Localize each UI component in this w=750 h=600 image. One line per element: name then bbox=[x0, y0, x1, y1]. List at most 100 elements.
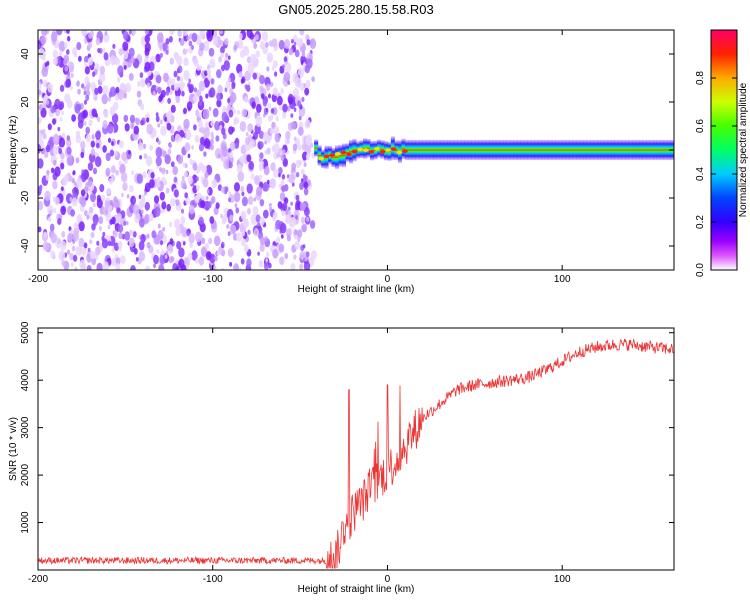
noise-speckle bbox=[117, 65, 124, 76]
noise-speckle bbox=[202, 108, 210, 120]
noise-speckle bbox=[193, 124, 197, 131]
signal-band-segment bbox=[349, 140, 354, 164]
noise-speckle bbox=[134, 212, 141, 224]
noise-speckle bbox=[265, 83, 271, 92]
signal-peak-blob bbox=[318, 156, 324, 161]
noise-speckle bbox=[40, 36, 46, 45]
noise-speckle bbox=[170, 198, 176, 207]
y-tick-label: 1000 bbox=[20, 511, 31, 534]
noise-speckle bbox=[91, 134, 95, 140]
noise-speckle bbox=[155, 156, 162, 167]
noise-speckle bbox=[60, 162, 65, 170]
noise-speckle bbox=[211, 135, 215, 140]
noise-speckle bbox=[69, 157, 73, 163]
noise-speckle bbox=[67, 35, 71, 42]
noise-speckle bbox=[167, 148, 172, 155]
signal-band-segment bbox=[646, 139, 651, 161]
noise-speckle bbox=[162, 227, 166, 232]
signal-band-segment bbox=[597, 139, 602, 161]
noise-speckle bbox=[263, 262, 269, 270]
noise-speckle bbox=[102, 85, 109, 96]
noise-speckle bbox=[71, 114, 76, 122]
noise-speckle bbox=[198, 216, 204, 225]
y-tick-label: 4000 bbox=[20, 369, 31, 392]
noise-speckle bbox=[207, 201, 212, 209]
noise-speckle bbox=[278, 173, 281, 178]
noise-speckle bbox=[185, 129, 192, 141]
colorbar-tick-label: 0.8 bbox=[695, 71, 706, 85]
noise-speckle bbox=[236, 232, 242, 242]
colorbar-tick-label: 0.0 bbox=[695, 263, 706, 277]
noise-speckle bbox=[119, 163, 126, 175]
noise-speckle bbox=[54, 166, 61, 177]
noise-speckle bbox=[126, 194, 130, 199]
signal-band-segment bbox=[474, 139, 479, 161]
noise-speckle bbox=[247, 229, 251, 235]
signal-band-segment bbox=[614, 139, 619, 161]
noise-speckle bbox=[99, 65, 106, 75]
noise-speckle bbox=[169, 57, 174, 65]
x-tick-label: 100 bbox=[554, 574, 571, 585]
noise-speckle bbox=[184, 192, 189, 199]
noise-speckle bbox=[144, 47, 150, 56]
noise-speckle bbox=[233, 44, 238, 51]
signal-band-segment bbox=[649, 139, 654, 161]
noise-speckle bbox=[264, 150, 268, 155]
noise-speckle bbox=[300, 216, 306, 224]
signal-band-segment bbox=[642, 139, 647, 161]
snr-xlabel: Height of straight line (km) bbox=[298, 584, 415, 595]
noise-speckle bbox=[69, 252, 74, 261]
noise-speckle bbox=[138, 200, 144, 209]
signal-peak-blob bbox=[335, 152, 341, 156]
noise-speckle bbox=[138, 142, 144, 151]
noise-speckle bbox=[159, 45, 163, 51]
noise-speckle bbox=[153, 263, 156, 268]
noise-speckle bbox=[239, 156, 243, 163]
noise-speckle bbox=[130, 123, 135, 130]
noise-speckle bbox=[86, 265, 92, 270]
noise-speckle bbox=[167, 80, 171, 87]
noise-speckle bbox=[69, 196, 73, 202]
noise-speckle bbox=[81, 83, 85, 89]
noise-speckle bbox=[217, 153, 221, 159]
noise-speckle bbox=[269, 81, 274, 88]
noise-speckle bbox=[186, 264, 189, 270]
noise-speckle bbox=[237, 171, 245, 182]
noise-speckle bbox=[101, 238, 109, 249]
noise-speckle bbox=[84, 61, 88, 67]
noise-speckle bbox=[174, 133, 181, 143]
noise-speckle bbox=[192, 95, 197, 102]
noise-speckle bbox=[253, 197, 257, 202]
noise-speckle bbox=[291, 162, 296, 171]
noise-speckle bbox=[157, 176, 161, 182]
noise-speckle bbox=[98, 226, 102, 231]
noise-speckle bbox=[90, 192, 96, 203]
noise-speckle bbox=[282, 103, 288, 113]
noise-speckle bbox=[133, 198, 136, 203]
noise-speckle bbox=[173, 189, 179, 198]
signal-band-segment bbox=[495, 139, 500, 161]
noise-speckle bbox=[293, 233, 298, 240]
noise-speckle bbox=[120, 255, 126, 265]
noise-speckle bbox=[176, 241, 182, 250]
noise-speckle bbox=[177, 65, 183, 74]
signal-peak-blob bbox=[346, 152, 352, 157]
noise-speckle bbox=[145, 155, 153, 167]
noise-speckle bbox=[102, 261, 109, 270]
snr-frame bbox=[37, 327, 675, 571]
noise-speckle bbox=[67, 71, 70, 77]
noise-speckle bbox=[221, 127, 226, 135]
figure-title: GN05.2025.280.15.58.R03 bbox=[278, 2, 433, 17]
noise-speckle bbox=[208, 47, 215, 57]
noise-speckle bbox=[97, 85, 103, 94]
noise-speckle bbox=[64, 65, 69, 72]
noise-speckle bbox=[177, 154, 184, 165]
noise-speckle bbox=[38, 158, 44, 169]
noise-speckle bbox=[86, 214, 90, 220]
noise-speckle bbox=[250, 214, 258, 225]
noise-speckle bbox=[255, 214, 261, 223]
noise-speckle bbox=[38, 185, 43, 192]
noise-speckle bbox=[239, 121, 247, 132]
noise-speckle bbox=[276, 236, 280, 244]
noise-speckle bbox=[138, 138, 142, 143]
